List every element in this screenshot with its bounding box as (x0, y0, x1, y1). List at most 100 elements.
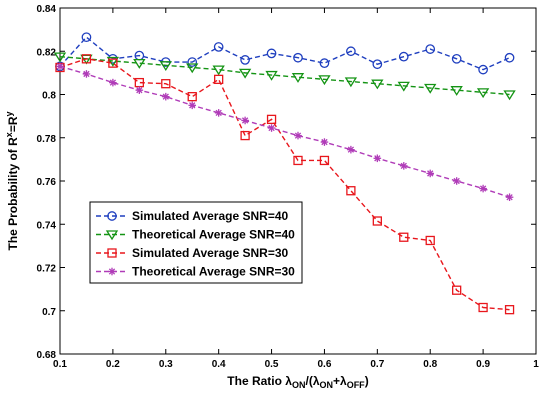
data-point (81, 32, 92, 43)
data-point (397, 81, 410, 92)
data-point (476, 88, 490, 99)
x-tick-label: 0.6 (317, 359, 331, 370)
data-point (344, 77, 358, 88)
y-tick-label: 0.76 (37, 177, 57, 188)
data-point (426, 169, 435, 178)
data-point (135, 86, 144, 94)
data-point (214, 109, 223, 117)
data-point (107, 248, 117, 258)
series-line (59, 55, 510, 96)
axis-ticks: 0.1 0.2 0.3 0.4 0.5 0.6 0.7 0.8 0.9 1 0.68 0.7 0.72 0… (37, 4, 540, 370)
data-point (108, 58, 118, 68)
data-point (319, 58, 330, 68)
data-point (479, 184, 487, 193)
series-layer (53, 32, 516, 315)
series-4 (56, 62, 514, 202)
data-point (238, 68, 252, 79)
data-point (372, 59, 383, 70)
x-tick-label: 0.8 (423, 359, 437, 370)
data-point (241, 116, 249, 125)
data-point (267, 124, 276, 132)
data-point (399, 162, 408, 170)
series-3 (55, 54, 515, 315)
data-point (293, 155, 303, 166)
data-point (53, 52, 67, 63)
data-point (320, 138, 329, 146)
data-point (504, 305, 515, 315)
data-point (240, 55, 250, 65)
data-point (266, 114, 277, 125)
data-point (425, 44, 436, 54)
x-tick-label: 0.4 (212, 359, 226, 370)
y-tick-label: 0.8 (42, 91, 56, 102)
data-point (107, 211, 117, 221)
x-tick-label: 1 (533, 359, 539, 370)
data-point (214, 74, 224, 85)
data-point (291, 73, 305, 83)
data-point (452, 285, 462, 295)
x-axis-title: The Ratio λON/(λON+λOFF) (227, 374, 368, 390)
x-tick-label: 0.5 (265, 359, 279, 370)
y-tick-label: 0.72 (37, 264, 57, 275)
legend-label: Simulated Average SNR=30 (132, 246, 289, 260)
data-point (133, 58, 146, 69)
y-tick-label: 0.68 (37, 350, 57, 361)
y-tick-label: 0.74 (37, 220, 57, 231)
data-point (346, 186, 356, 196)
data-point (186, 63, 199, 74)
y-axis-title: The Probability of Rx=Ry (4, 111, 20, 250)
x-tick-label: 0.7 (370, 359, 384, 370)
data-point (105, 230, 119, 241)
data-point (82, 70, 91, 78)
data-point (108, 267, 116, 276)
x-tick-label: 0.1 (53, 359, 67, 370)
data-point (371, 79, 384, 90)
legend: Simulated Average SNR=40 Theoretical Aver… (89, 201, 303, 284)
data-point (347, 145, 355, 154)
data-point (399, 232, 409, 242)
data-point (372, 216, 382, 226)
data-point (504, 52, 515, 63)
data-point (56, 62, 64, 71)
legend-label: Simulated Average SNR=40 (132, 209, 289, 223)
series-2 (53, 52, 516, 101)
data-point (503, 90, 516, 101)
x-tick-label: 0.9 (476, 359, 490, 370)
data-point (398, 51, 409, 62)
data-point (294, 131, 302, 140)
data-point (425, 235, 435, 246)
y-tick-label: 0.82 (37, 47, 57, 58)
x-tick-label: 0.3 (159, 359, 173, 370)
data-point (266, 48, 277, 59)
data-point (478, 64, 488, 75)
series-line (59, 65, 510, 198)
data-point (187, 92, 197, 102)
data-point (373, 154, 382, 163)
legend-item: Theoretical Average SNR=40 (96, 228, 295, 242)
data-point (505, 193, 514, 202)
y-tick-label: 0.78 (37, 134, 57, 145)
data-point (318, 75, 331, 86)
data-point (452, 177, 461, 185)
data-point (161, 92, 170, 101)
plot-area (59, 7, 537, 355)
data-point (188, 101, 197, 110)
legend-box (89, 201, 303, 284)
y-tick-label: 0.84 (37, 4, 57, 15)
data-point (451, 53, 462, 64)
data-point (212, 65, 225, 76)
data-point (265, 70, 278, 81)
data-point (450, 86, 463, 96)
data-point (293, 52, 303, 63)
data-point (346, 46, 356, 57)
data-point (240, 130, 250, 141)
data-point (424, 83, 437, 94)
data-point (161, 79, 171, 89)
legend-item: Theoretical Average SNR=30 (96, 265, 295, 279)
y-tick-label: 0.7 (42, 307, 56, 318)
legend-item: Simulated Average SNR=40 (96, 209, 289, 223)
x-tick-label: 0.2 (106, 359, 120, 370)
legend-label: Theoretical Average SNR=30 (132, 265, 295, 279)
legend-label: Theoretical Average SNR=40 (132, 228, 295, 242)
